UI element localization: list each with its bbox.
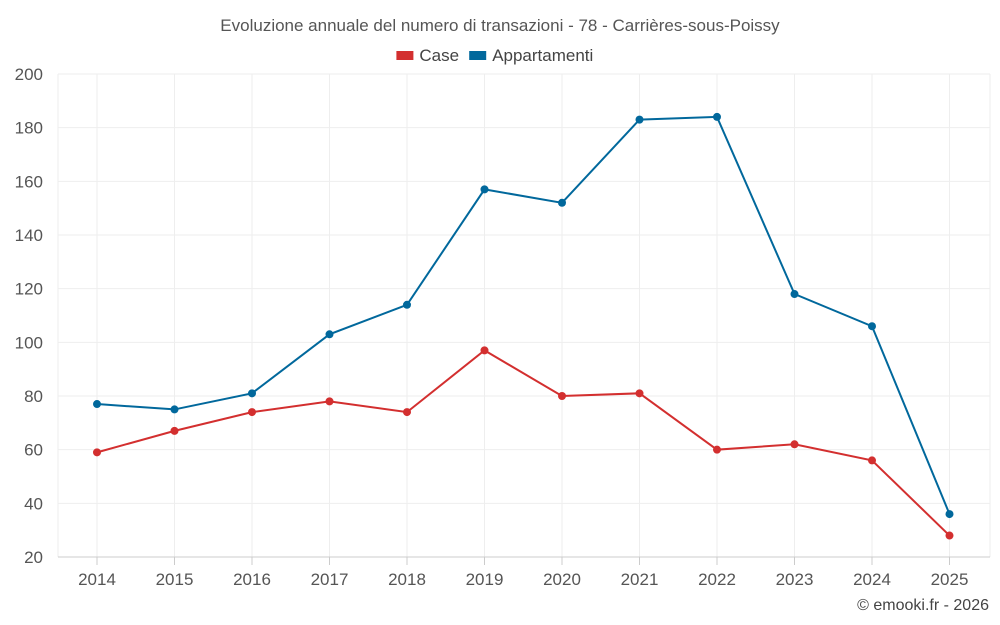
x-tick-label: 2015 — [156, 570, 194, 589]
y-tick-label: 60 — [24, 441, 43, 460]
data-point-case — [558, 392, 566, 400]
data-point-case — [480, 346, 489, 355]
data-point-case — [713, 445, 721, 454]
data-point-appartamenti — [93, 400, 101, 409]
series — [93, 112, 954, 540]
x-tick-label: 2014 — [78, 570, 116, 589]
y-tick-label: 40 — [24, 494, 43, 513]
series-appartamenti — [93, 112, 954, 519]
data-point-case — [790, 440, 799, 449]
legend-swatch-case — [396, 51, 414, 60]
legend: Case Appartamenti — [396, 46, 593, 65]
x-tick-label: 2018 — [388, 570, 426, 589]
data-point-case — [170, 426, 179, 435]
y-tick-label: 200 — [15, 65, 43, 84]
data-point-case — [93, 448, 101, 457]
legend-swatch-appartamenti — [469, 51, 487, 60]
data-point-appartamenti — [868, 322, 876, 331]
data-point-case — [248, 408, 256, 417]
grid — [57, 73, 991, 557]
x-tick-label: 2021 — [621, 570, 659, 589]
chart-title: Evoluzione annuale del numero di transaz… — [220, 16, 780, 35]
y-tick-label: 120 — [15, 280, 43, 299]
x-tick-label: 2022 — [698, 570, 736, 589]
data-point-appartamenti — [325, 330, 334, 339]
y-tick-label: 140 — [15, 226, 43, 245]
data-point-appartamenti — [170, 405, 179, 414]
data-point-case — [945, 531, 954, 540]
data-point-appartamenti — [790, 290, 799, 299]
data-point-appartamenti — [248, 389, 256, 398]
data-point-case — [403, 408, 411, 417]
x-tick-label: 2017 — [311, 570, 349, 589]
data-point-case — [325, 397, 334, 406]
data-point-appartamenti — [558, 198, 566, 207]
legend-label-case: Case — [419, 46, 459, 65]
y-axis: 20 40 60 80 100 120 140 160 180 200 — [15, 65, 43, 567]
x-tick-label: 2016 — [233, 570, 271, 589]
data-point-case — [868, 456, 876, 465]
x-axis: 2014 2015 2016 2017 2018 2019 2020 2021 2022 2023… — [58, 556, 990, 589]
series-line-appartamenti — [96, 115, 951, 515]
y-tick-label: 180 — [15, 119, 43, 138]
series-case — [93, 346, 954, 540]
x-tick-label: 2025 — [931, 570, 969, 589]
x-tick-label: 2023 — [776, 570, 814, 589]
y-tick-label: 20 — [24, 548, 43, 567]
data-point-case — [635, 389, 644, 398]
legend-label-appartamenti: Appartamenti — [492, 46, 593, 65]
x-tick-label: 2019 — [466, 570, 504, 589]
y-tick-label: 80 — [24, 387, 43, 406]
x-tick-label: 2020 — [543, 570, 581, 589]
x-tick-label: 2024 — [853, 570, 891, 589]
series-line-case — [96, 349, 951, 537]
data-point-appartamenti — [635, 115, 644, 124]
data-point-appartamenti — [480, 185, 489, 194]
data-point-appartamenti — [713, 112, 721, 121]
y-tick-label: 100 — [15, 333, 43, 352]
data-point-appartamenti — [945, 510, 954, 519]
data-point-appartamenti — [403, 300, 411, 309]
y-tick-label: 160 — [15, 172, 43, 191]
credit-text: © emooki.fr - 2026 — [857, 597, 989, 614]
